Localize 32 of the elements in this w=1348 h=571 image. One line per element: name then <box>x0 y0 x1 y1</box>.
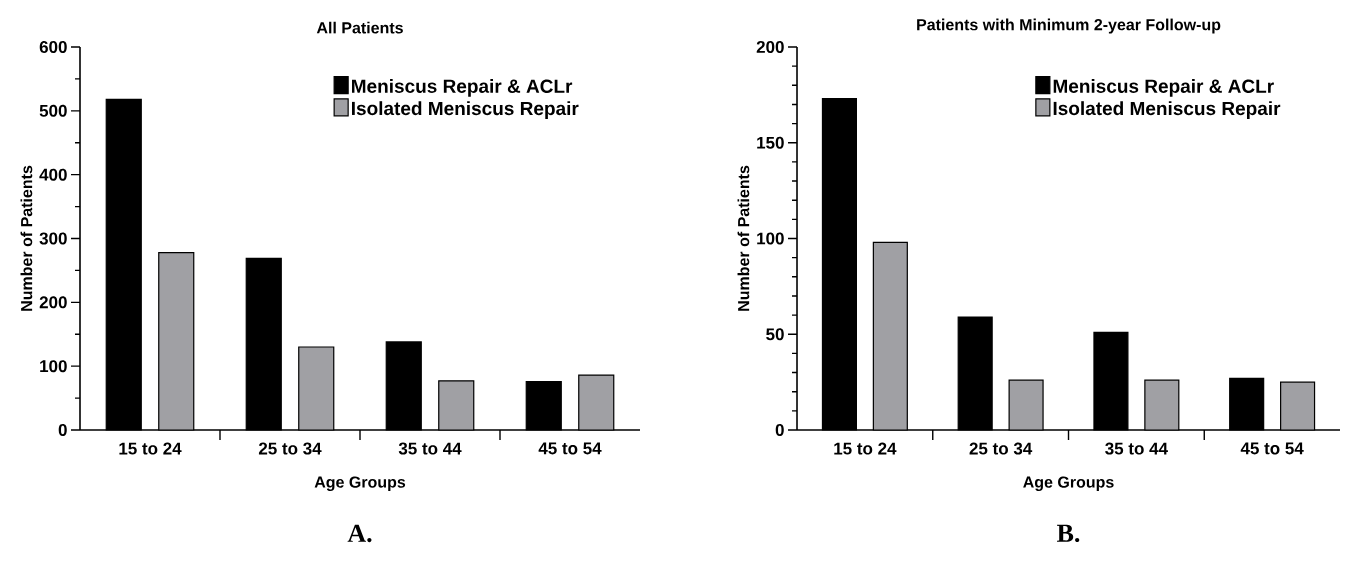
x-axis-title: Age Groups <box>314 476 406 491</box>
chart-title: All Patients <box>316 21 403 34</box>
y-tick-label: 100 <box>40 360 67 373</box>
x-tick-label: 15 to 24 <box>119 442 182 455</box>
y-tick-label: 0 <box>58 423 67 437</box>
legend-label: Isolated Meniscus Repair <box>352 101 579 119</box>
y-tick-label: 0 <box>775 423 784 437</box>
legend-label: Meniscus Repair & ACLr <box>352 78 573 97</box>
x-tick-label: 45 to 54 <box>538 442 602 455</box>
y-tick-label: 600 <box>39 40 67 54</box>
y-axis-title: Number of Patients <box>20 165 33 311</box>
x-tick-label: 45 to 54 <box>1240 442 1304 455</box>
chart-title: Patients with Minimum 2-year Follow-up <box>917 18 1221 34</box>
legend-label: Isolated Meniscus Repair <box>1053 101 1281 119</box>
x-tick-label: 35 to 44 <box>1105 442 1168 455</box>
x-axis-title: Age Groups <box>1023 476 1114 491</box>
y-tick-label: 200 <box>756 40 784 54</box>
y-tick-label: 200 <box>39 296 67 309</box>
y-tick-label: 150 <box>757 136 784 149</box>
y-axis-title: Number of Patients <box>737 165 750 311</box>
y-tick-label: 100 <box>757 232 784 245</box>
text: A. <box>347 524 372 543</box>
x-tick-label: 15 to 24 <box>834 442 897 455</box>
y-tick-label: 400 <box>39 168 67 181</box>
text: B. <box>1057 524 1080 543</box>
x-tick-label: 35 to 44 <box>398 442 462 455</box>
x-tick-label: 25 to 34 <box>258 442 322 455</box>
x-tick-label: 25 to 34 <box>969 442 1033 455</box>
legend-label: Meniscus Repair & ACLr <box>1053 78 1274 97</box>
y-tick-label: 300 <box>39 232 67 245</box>
y-tick-label: 50 <box>766 328 784 341</box>
y-tick-label: 500 <box>39 104 67 117</box>
